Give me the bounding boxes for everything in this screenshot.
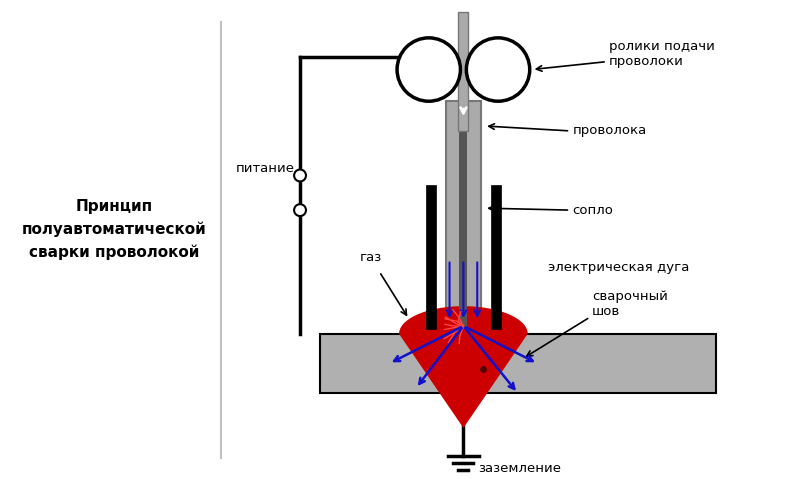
Text: металл: металл xyxy=(642,351,703,366)
Text: питание: питание xyxy=(236,162,294,175)
Bar xyxy=(458,12,468,131)
Polygon shape xyxy=(399,306,528,428)
Bar xyxy=(320,334,716,393)
Text: заземление: заземление xyxy=(478,462,562,475)
Text: электрическая дуга: электрическая дуга xyxy=(547,261,689,274)
Bar xyxy=(491,185,501,329)
Text: сварочный
шов: сварочный шов xyxy=(592,290,668,318)
Text: сопло: сопло xyxy=(572,204,613,217)
Bar xyxy=(446,101,482,329)
Text: проволока: проволока xyxy=(572,125,646,137)
Text: Принцип
полуавтоматической
сварки проволокой: Принцип полуавтоматической сварки провол… xyxy=(22,199,206,261)
Circle shape xyxy=(397,38,461,101)
Text: газ: газ xyxy=(359,251,382,264)
Circle shape xyxy=(294,204,306,216)
Text: ролики подачи
проволоки: ролики подачи проволоки xyxy=(609,40,715,68)
Circle shape xyxy=(294,170,306,182)
Circle shape xyxy=(466,38,530,101)
Bar xyxy=(459,111,467,329)
Bar xyxy=(426,185,436,329)
